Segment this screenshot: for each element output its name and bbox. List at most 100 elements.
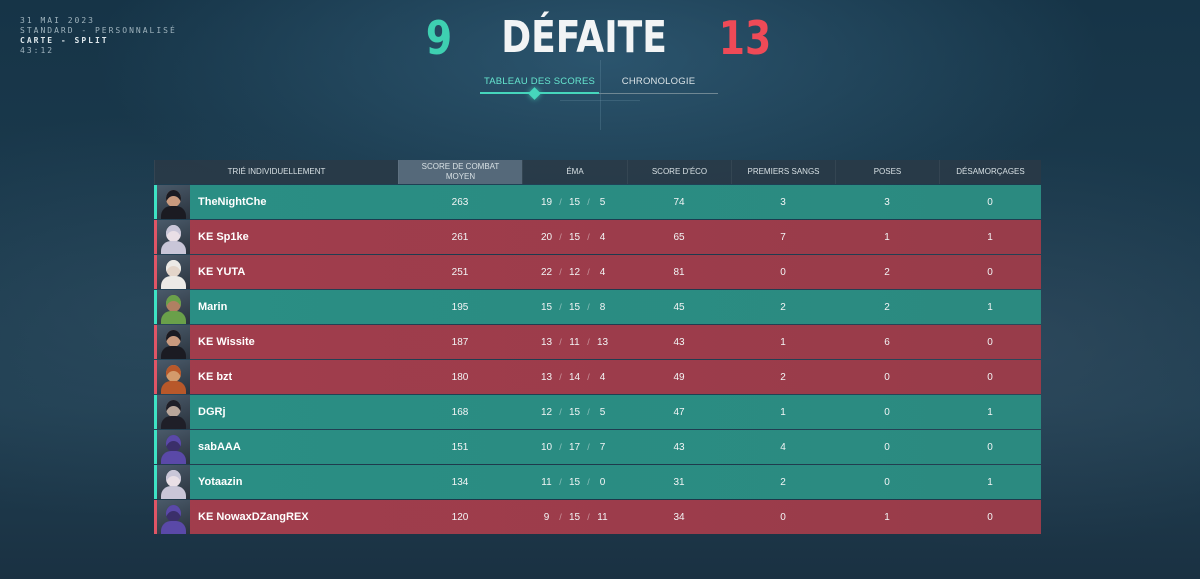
econ-value: 49 [673, 371, 685, 383]
plants-value: 1 [884, 511, 890, 523]
assists-value: 4 [599, 266, 606, 278]
portrait-head [166, 190, 181, 207]
player-cell: KE YUTA [154, 255, 398, 289]
econ-value: 43 [673, 336, 685, 348]
portrait-body [161, 241, 186, 254]
acs-value: 180 [451, 371, 469, 383]
deaths-value: 15 [568, 511, 581, 523]
first-bloods-value: 7 [780, 231, 786, 243]
player-name: Marin [198, 301, 228, 313]
table-row[interactable]: DGRj 168 12 / 15 / 5 47 1 0 1 [154, 395, 1041, 429]
defuses-value: 0 [987, 336, 993, 348]
kda-separator: / [587, 197, 590, 207]
portrait-body [161, 416, 186, 429]
sort-selector[interactable]: TRIÉ INDIVIDUELLEMENT [154, 160, 398, 184]
first-bloods-value: 2 [780, 301, 786, 313]
kills-value: 10 [540, 441, 553, 453]
column-defuses[interactable]: DÉSAMORÇAGES [939, 160, 1041, 184]
first-bloods-value: 4 [780, 441, 786, 453]
column-first-bloods[interactable]: PREMIERS SANGS [731, 160, 835, 184]
portrait-head [166, 260, 181, 277]
kda-separator: / [559, 267, 562, 277]
player-name: TheNightChe [198, 196, 267, 208]
tab-timeline[interactable]: CHRONOLOGIE [599, 72, 718, 94]
portrait-head [166, 505, 181, 522]
kda-separator: / [587, 407, 590, 417]
match-info: 31 MAI 2023 STANDARD - PERSONNALISÉ CART… [20, 16, 177, 56]
deaths-value: 17 [568, 441, 581, 453]
agent-portrait-icon [157, 325, 190, 359]
kda-separator: / [587, 232, 590, 242]
table-row[interactable]: Marin 195 15 / 15 / 8 45 2 2 1 [154, 290, 1041, 324]
portrait-body [161, 521, 186, 534]
kda-separator: / [587, 337, 590, 347]
agent-portrait-icon [157, 395, 190, 429]
portrait-head [166, 400, 181, 417]
kills-value: 11 [541, 476, 552, 488]
kda-separator: / [559, 442, 562, 452]
plants-value: 0 [884, 441, 890, 453]
column-acs[interactable]: SCORE DE COMBAT MOYEN [398, 160, 522, 184]
player-name: Yotaazin [198, 476, 243, 488]
kda-cell: 15 / 15 / 8 [522, 290, 627, 324]
first-bloods-value: 3 [780, 196, 786, 208]
table-row[interactable]: KE NowaxDZangREX 120 9 / 15 / 11 34 0 1 … [154, 500, 1041, 534]
player-name: sabAAA [198, 441, 241, 453]
table-row[interactable]: KE bzt 180 13 / 14 / 4 49 2 0 0 [154, 360, 1041, 394]
kills-value: 22 [540, 266, 553, 278]
player-cell: Yotaazin [154, 465, 398, 499]
kda-cell: 19 / 15 / 5 [522, 185, 627, 219]
kda-separator: / [559, 337, 562, 347]
agent-portrait-icon [157, 255, 190, 289]
econ-value: 74 [673, 196, 685, 208]
acs-value: 120 [451, 511, 469, 523]
column-plants[interactable]: POSES [835, 160, 939, 184]
assists-value: 0 [599, 476, 606, 488]
defuses-value: 1 [987, 406, 993, 418]
deaths-value: 15 [568, 406, 581, 418]
column-kda[interactable]: ÉMA [522, 160, 627, 184]
agent-portrait-icon [157, 220, 190, 254]
column-econ[interactable]: SCORE D'ÉCO [627, 160, 731, 184]
plants-value: 6 [884, 336, 890, 348]
player-cell: KE Wissite [154, 325, 398, 359]
tab-scoreboard[interactable]: TABLEAU DES SCORES [480, 72, 599, 94]
player-cell: Marin [154, 290, 398, 324]
agent-portrait-icon [157, 465, 190, 499]
agent-portrait-icon [157, 290, 190, 324]
acs-value: 261 [451, 231, 469, 243]
econ-value: 34 [673, 511, 685, 523]
kda-separator: / [559, 197, 562, 207]
portrait-body [161, 451, 186, 464]
portrait-head [166, 365, 181, 382]
portrait-head [166, 225, 181, 242]
portrait-body [161, 486, 186, 499]
player-name: KE YUTA [198, 266, 246, 278]
econ-value: 81 [673, 266, 685, 278]
acs-value: 195 [451, 301, 469, 313]
defuses-value: 1 [987, 476, 993, 488]
first-bloods-value: 1 [780, 336, 786, 348]
player-cell: TheNightChe [154, 185, 398, 219]
table-row[interactable]: KE Sp1ke 261 20 / 15 / 4 65 7 1 1 [154, 220, 1041, 254]
portrait-head [166, 435, 181, 452]
table-row[interactable]: TheNightChe 263 19 / 15 / 5 74 3 3 0 [154, 185, 1041, 219]
acs-value: 151 [451, 441, 469, 453]
table-row[interactable]: KE Wissite 187 13 / 11 / 13 43 1 6 0 [154, 325, 1041, 359]
assists-value: 5 [599, 406, 606, 418]
assists-value: 13 [596, 336, 609, 348]
player-name: KE NowaxDZangREX [198, 511, 309, 523]
plants-value: 0 [884, 406, 890, 418]
agent-portrait-icon [157, 500, 190, 534]
plants-value: 1 [884, 231, 890, 243]
ally-score: 9 [425, 11, 453, 65]
defuses-value: 1 [987, 231, 993, 243]
kda-separator: / [559, 512, 562, 522]
table-row[interactable]: KE YUTA 251 22 / 12 / 4 81 0 2 0 [154, 255, 1041, 289]
econ-value: 47 [673, 406, 685, 418]
kda-separator: / [587, 267, 590, 277]
econ-value: 31 [673, 476, 685, 488]
table-row[interactable]: Yotaazin 134 11 / 15 / 0 31 2 0 1 [154, 465, 1041, 499]
kda-cell: 22 / 12 / 4 [522, 255, 627, 289]
table-row[interactable]: sabAAA 151 10 / 17 / 7 43 4 0 0 [154, 430, 1041, 464]
